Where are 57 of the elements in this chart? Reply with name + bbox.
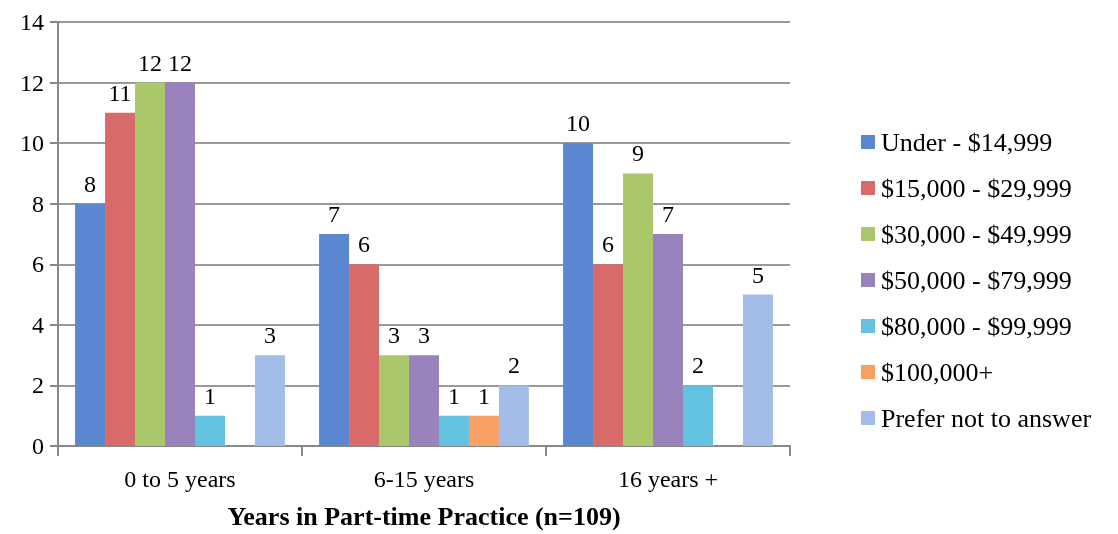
data-label: 5 (751, 261, 764, 288)
bar (409, 355, 439, 446)
legend-label: $80,000 - $99,999 (881, 311, 1072, 341)
bar (105, 112, 136, 446)
data-label: 7 (328, 201, 341, 227)
legend-label: $15,000 - $29,999 (881, 173, 1072, 203)
y-tick-label: 14 (20, 9, 44, 35)
data-label: 2 (691, 352, 704, 379)
data-label: 3 (418, 322, 430, 349)
bar (379, 355, 410, 446)
data-label: 12 (168, 49, 192, 76)
bar (75, 203, 106, 446)
y-tick-label: 10 (20, 130, 44, 157)
bar (438, 415, 469, 446)
data-label: 7 (662, 201, 674, 227)
legend-label: Under - $14,999 (881, 127, 1053, 157)
x-tick-label: 0 to 5 years (124, 466, 236, 492)
data-label: 2 (507, 352, 520, 379)
data-label: 8 (84, 170, 97, 197)
bar (623, 173, 654, 446)
bar (742, 294, 773, 446)
x-tick-label: 6-15 years (373, 466, 475, 492)
legend-label: Prefer not to answer (881, 403, 1092, 433)
bar (593, 264, 624, 446)
legend-label: $30,000 - $49,999 (881, 219, 1072, 249)
data-label: 3 (263, 322, 276, 349)
x-tick-label: 16 years + (617, 466, 719, 492)
bar (682, 385, 713, 446)
data-label: 12 (138, 49, 163, 76)
legend-label: $100,000+ (881, 357, 994, 387)
bar (194, 415, 225, 446)
x-axis-title: Years in Part-time Practice (n=109) (227, 501, 621, 531)
bar (653, 234, 683, 446)
y-tick-label: 6 (32, 251, 44, 278)
bar (468, 415, 499, 446)
bar (498, 385, 529, 446)
data-label: 6 (602, 231, 615, 258)
y-tick-label: 12 (20, 69, 44, 96)
data-label: 6 (358, 231, 371, 258)
data-label: 11 (108, 79, 132, 106)
y-tick-label: 0 (32, 433, 44, 459)
legend-label: $50,000 - $79,999 (881, 265, 1072, 295)
bar (319, 234, 350, 446)
data-label: 3 (388, 322, 401, 349)
y-tick-label: 2 (32, 372, 44, 399)
bar (165, 82, 195, 446)
bar (254, 355, 285, 446)
data-label: 9 (632, 140, 645, 167)
data-label: 1 (203, 382, 216, 409)
data-label: 1 (447, 382, 460, 409)
y-tick-label: 4 (32, 311, 44, 338)
bar (135, 82, 166, 446)
data-label: 10 (566, 110, 591, 137)
data-label: 1 (477, 382, 490, 409)
bar (349, 264, 380, 446)
bar (563, 143, 594, 446)
y-tick-label: 8 (32, 190, 44, 217)
